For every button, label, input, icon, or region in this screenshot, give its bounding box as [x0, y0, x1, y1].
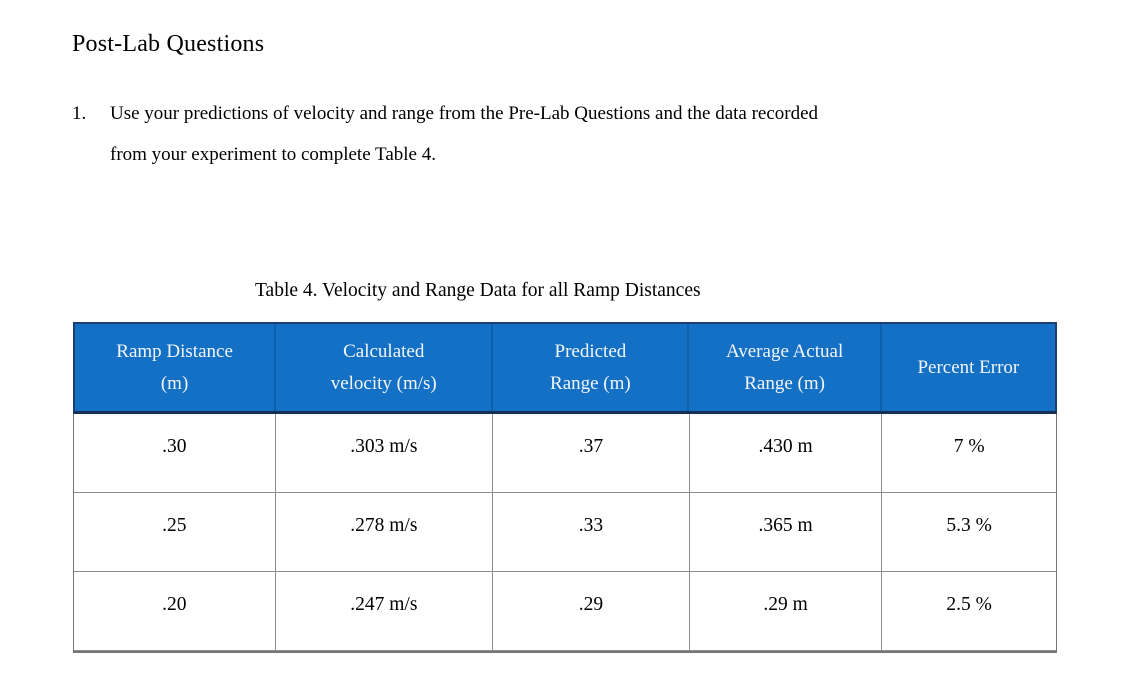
cell-predicted-range: .29	[493, 572, 690, 651]
question-text: Use your predictions of velocity and ran…	[110, 93, 818, 175]
question-number: 1.	[72, 103, 87, 124]
cell-predicted-range: .33	[493, 493, 690, 572]
table-body: .30 .303 m/s .37 .430 m 7 % .25 .278 m/s…	[73, 414, 1057, 653]
header-cell-percent-error: Percent Error	[882, 324, 1055, 411]
cell-calculated-velocity: .303 m/s	[275, 414, 494, 493]
cell-average-actual-range: .29 m	[689, 572, 883, 651]
header-text: velocity (m/s)	[330, 372, 437, 394]
header-text: Average Actual	[725, 340, 844, 362]
header-cell-predicted-range: Predicted Range (m)	[493, 324, 690, 411]
question-line-1: Use your predictions of velocity and ran…	[110, 103, 819, 124]
cell-ramp-distance: .25	[74, 493, 276, 572]
table-caption: Table 4. Velocity and Range Data for all…	[255, 280, 701, 301]
cell-ramp-distance: .20	[74, 572, 276, 651]
header-text: Calculated	[343, 340, 425, 362]
header-text: Range (m)	[744, 372, 825, 394]
table-header-row: Ramp Distance (m) Calculated velocity (m…	[73, 322, 1057, 414]
question-line-2: from your experiment to complete Table 4…	[110, 144, 436, 165]
cell-average-actual-range: .430 m	[689, 414, 883, 493]
cell-average-actual-range: .365 m	[689, 493, 883, 572]
question-item: 1. Use your predictions of velocity and …	[72, 93, 818, 175]
cell-ramp-distance: .30	[74, 414, 276, 493]
header-text: (m)	[160, 372, 189, 394]
cell-percent-error: 7 %	[882, 414, 1056, 493]
header-text: Percent Error	[917, 356, 1020, 378]
cell-calculated-velocity: .278 m/s	[275, 493, 494, 572]
velocity-range-table: Ramp Distance (m) Calculated velocity (m…	[73, 322, 1057, 653]
cell-percent-error: 5.3 %	[882, 493, 1056, 572]
page-title: Post-Lab Questions	[72, 31, 265, 57]
cell-percent-error: 2.5 %	[882, 572, 1056, 651]
header-text: Predicted	[554, 340, 627, 362]
header-text: Ramp Distance	[116, 340, 233, 362]
header-cell-ramp-distance: Ramp Distance (m)	[75, 324, 277, 411]
header-cell-calculated-velocity: Calculated velocity (m/s)	[276, 324, 494, 411]
cell-calculated-velocity: .247 m/s	[275, 572, 494, 651]
header-cell-average-actual-range: Average Actual Range (m)	[689, 324, 882, 411]
header-text: Range (m)	[550, 372, 631, 394]
cell-predicted-range: .37	[493, 414, 690, 493]
